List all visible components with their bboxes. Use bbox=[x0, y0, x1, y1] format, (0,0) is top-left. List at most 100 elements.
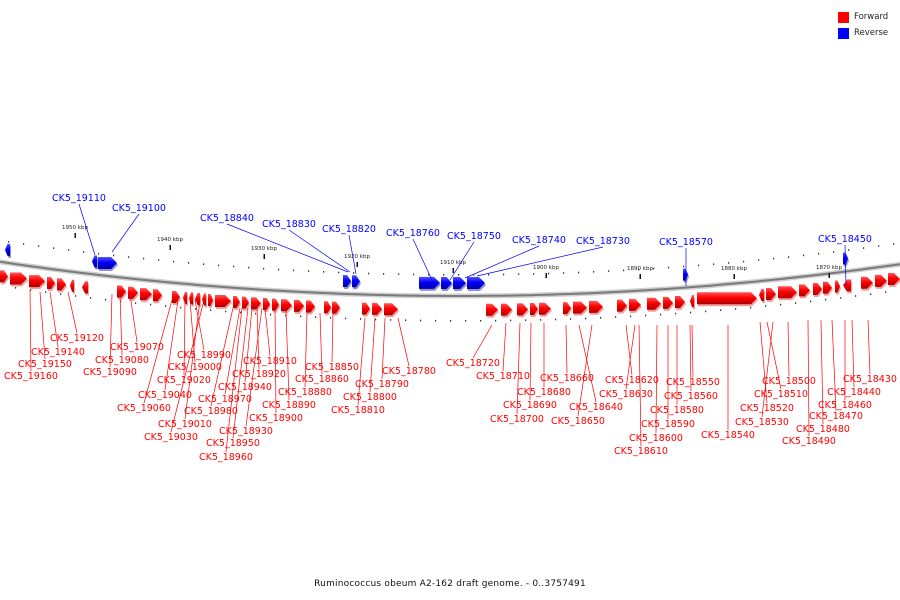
forward-gene-arrow bbox=[70, 279, 74, 292]
forward-gene-label-leader bbox=[759, 321, 768, 404]
forward-gene-arrow bbox=[183, 291, 187, 304]
minor-tick bbox=[750, 306, 752, 309]
minor-tick bbox=[135, 302, 137, 304]
minor-tick bbox=[488, 273, 490, 276]
forward-gene-label: CK5_19120 bbox=[50, 333, 104, 344]
minor-tick bbox=[293, 269, 295, 272]
minor-tick bbox=[83, 251, 85, 253]
minor-tick bbox=[503, 273, 505, 276]
forward-gene-arrow bbox=[573, 301, 587, 314]
forward-gene-arrow bbox=[215, 295, 231, 307]
minor-tick bbox=[668, 266, 670, 269]
minor-tick bbox=[90, 297, 92, 299]
minor-tick bbox=[405, 319, 407, 321]
forward-gene-arrow bbox=[82, 281, 88, 294]
reverse-gene-label: CK5_19100 bbox=[112, 203, 166, 214]
forward-gene-label-leader bbox=[304, 311, 308, 388]
scale-label: 1910 kbp bbox=[440, 260, 466, 266]
forward-gene-label: CK5_19160 bbox=[4, 371, 58, 382]
forward-gene-label-leader bbox=[565, 324, 568, 374]
forward-gene-arrow bbox=[759, 288, 764, 301]
scale-tick bbox=[828, 273, 830, 278]
forward-gene-arrow bbox=[294, 299, 304, 312]
scale-tick bbox=[169, 245, 171, 250]
scale-label: 1890 kbp bbox=[627, 266, 653, 272]
minor-tick bbox=[345, 317, 347, 320]
minor-tick bbox=[818, 252, 820, 255]
minor-tick bbox=[390, 319, 392, 321]
forward-gene-label: CK5_18540 bbox=[701, 430, 755, 441]
forward-gene-arrow bbox=[208, 294, 213, 307]
minor-tick bbox=[705, 310, 707, 313]
minor-tick bbox=[113, 254, 115, 257]
reverse-swatch bbox=[838, 27, 849, 39]
forward-gene-arrow bbox=[242, 296, 249, 309]
minor-tick bbox=[810, 300, 812, 303]
minor-tick bbox=[653, 267, 655, 270]
forward-gene-label-leader bbox=[232, 307, 249, 439]
forward-gene-label-leader bbox=[516, 322, 521, 415]
reverse-gene-label-leader bbox=[78, 203, 96, 256]
forward-gene-label: CK5_18700 bbox=[490, 414, 544, 425]
forward-gene-label-leader bbox=[189, 299, 196, 363]
minor-tick bbox=[195, 308, 197, 310]
reverse-gene-arrow bbox=[98, 256, 117, 269]
minor-tick bbox=[630, 315, 632, 318]
forward-gene-label: CK5_18650 bbox=[551, 416, 605, 427]
forward-gene-arrow bbox=[263, 298, 270, 311]
forward-gene-label: CK5_18880 bbox=[278, 387, 332, 398]
forward-gene-arrow bbox=[195, 292, 200, 305]
forward-gene-label: CK5_18580 bbox=[650, 405, 704, 416]
forward-gene-arrow bbox=[140, 288, 152, 301]
forward-gene-arrow bbox=[153, 289, 162, 302]
scale-label: 1950 kbp bbox=[62, 225, 88, 231]
forward-gene-label: CK5_18970 bbox=[198, 394, 252, 405]
forward-gene-arrow bbox=[57, 278, 66, 291]
forward-gene-label-leader bbox=[529, 322, 532, 401]
minor-tick bbox=[180, 306, 182, 309]
minor-tick bbox=[285, 314, 287, 317]
forward-gene-label: CK5_18900 bbox=[249, 413, 303, 424]
forward-gene-arrow bbox=[888, 273, 900, 286]
minor-tick bbox=[548, 272, 550, 275]
scale-label: 1880 kbp bbox=[721, 266, 747, 272]
reverse-gene-label: CK5_18570 bbox=[659, 237, 713, 248]
forward-gene-arrow bbox=[799, 284, 810, 297]
forward-gene-arrow bbox=[861, 276, 873, 289]
minor-tick bbox=[698, 264, 700, 267]
minor-tick bbox=[23, 243, 25, 245]
minor-tick bbox=[645, 314, 647, 317]
minor-tick bbox=[773, 257, 775, 260]
forward-gene-label: CK5_18790 bbox=[355, 379, 409, 390]
minor-tick bbox=[188, 262, 190, 264]
forward-gene-label: CK5_18610 bbox=[614, 446, 668, 457]
reverse-gene-label-leader bbox=[288, 229, 351, 273]
scale-label: 1930 kbp bbox=[251, 246, 277, 252]
legend-forward: Forward bbox=[838, 9, 898, 25]
scale-tick bbox=[639, 274, 641, 279]
forward-gene-label: CK5_18620 bbox=[605, 375, 659, 386]
forward-gene-arrow bbox=[813, 282, 822, 295]
forward-gene-arrow bbox=[332, 301, 340, 314]
forward-gene-label-leader bbox=[183, 299, 186, 376]
minor-tick bbox=[593, 271, 595, 273]
minor-tick bbox=[758, 259, 760, 261]
minor-tick bbox=[278, 268, 280, 271]
forward-gene-arrow bbox=[501, 303, 512, 316]
minor-tick bbox=[863, 247, 865, 249]
minor-tick bbox=[855, 295, 857, 297]
scale-tick bbox=[545, 273, 547, 278]
forward-gene-label: CK5_19150 bbox=[18, 359, 72, 370]
forward-gene-label-leader bbox=[831, 319, 837, 412]
minor-tick bbox=[105, 298, 107, 301]
forward-gene-arrow bbox=[384, 303, 398, 316]
forward-gene-label: CK5_19140 bbox=[31, 347, 85, 358]
forward-gene-label: CK5_18960 bbox=[199, 452, 253, 463]
minor-tick bbox=[893, 243, 895, 245]
forward-gene-arrow bbox=[647, 297, 661, 310]
minor-tick bbox=[458, 274, 460, 276]
minor-tick bbox=[848, 249, 850, 251]
minor-tick bbox=[68, 249, 70, 251]
minor-tick bbox=[353, 272, 355, 274]
minor-tick bbox=[98, 252, 100, 255]
